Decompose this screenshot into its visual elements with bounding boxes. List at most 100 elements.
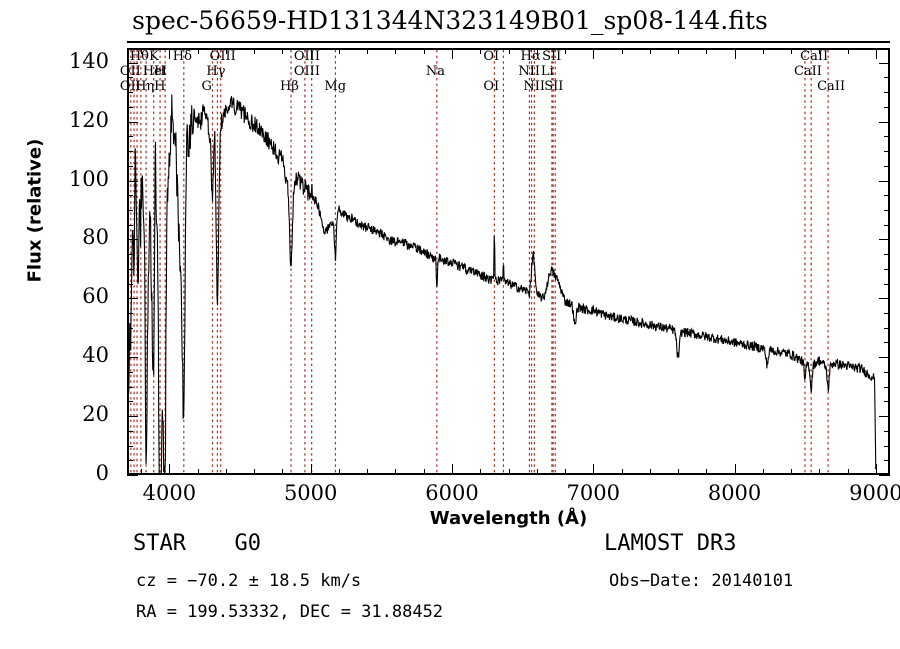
y-tick-label: 40 — [82, 343, 109, 368]
axis-tick — [127, 77, 133, 79]
x-tick-label: 4000 — [142, 481, 197, 505]
axis-tick — [879, 62, 890, 64]
axis-tick — [127, 475, 138, 476]
y-tick-label: 60 — [82, 284, 109, 309]
axis-tick — [536, 469, 538, 475]
axis-tick — [884, 48, 890, 49]
axis-tick — [127, 430, 133, 432]
line-label: NII — [518, 64, 541, 79]
obs-date: Obs−Date: 20140101 — [609, 571, 794, 591]
axis-tick — [536, 48, 538, 54]
line-label: Hα — [520, 49, 541, 64]
axis-tick — [254, 48, 256, 54]
axis-tick — [884, 195, 890, 197]
axis-tick — [819, 48, 821, 54]
axis-tick — [879, 357, 890, 359]
line-label: OIII — [209, 49, 236, 64]
axis-tick — [706, 469, 708, 475]
axis-tick — [127, 92, 133, 94]
axis-tick — [762, 469, 764, 475]
axis-tick — [847, 469, 849, 475]
axis-tick — [884, 165, 890, 167]
axis-tick — [127, 298, 138, 300]
plot-area[interactable] — [127, 48, 890, 475]
axis-tick — [884, 136, 890, 138]
axis-tick — [127, 106, 133, 108]
axis-tick — [127, 151, 133, 153]
axis-tick — [884, 92, 890, 94]
axis-tick — [621, 469, 623, 475]
line-label: SII — [544, 79, 564, 94]
x-axis-title: Wavelength (Å) — [429, 508, 588, 529]
y-tick-label: 20 — [82, 402, 109, 427]
axis-tick — [884, 224, 890, 226]
axis-tick — [565, 469, 567, 475]
axis-tick — [884, 254, 890, 256]
axis-tick — [127, 62, 138, 64]
axis-tick — [819, 469, 821, 475]
axis-tick — [884, 445, 890, 447]
axis-tick — [879, 180, 890, 182]
line-label: OI — [483, 79, 500, 94]
axis-tick — [884, 283, 890, 285]
axis-tick — [879, 475, 890, 476]
axis-tick — [338, 469, 340, 475]
axis-tick — [884, 151, 890, 153]
x-tick-label: 6000 — [425, 481, 479, 505]
line-label: Hη — [135, 79, 155, 94]
axis-tick — [480, 469, 482, 475]
axis-tick — [451, 464, 453, 475]
axis-tick — [451, 48, 453, 59]
line-label: OII — [119, 79, 141, 94]
axis-tick — [282, 48, 284, 54]
axis-tick — [395, 48, 397, 54]
line-label: OII — [119, 64, 141, 79]
cz-value: cz = −70.2 ± 18.5 km/s — [136, 571, 362, 591]
axis-tick — [884, 268, 890, 270]
axis-tick — [879, 121, 890, 123]
axis-tick — [879, 416, 890, 418]
line-label: K — [149, 49, 159, 64]
line-label: H — [154, 64, 166, 79]
x-tick-label: 7000 — [566, 481, 620, 505]
line-label: Hδ — [172, 49, 192, 64]
axis-tick — [791, 469, 793, 475]
line-label: Hβ — [280, 79, 299, 94]
axis-tick — [593, 464, 595, 475]
axis-tick — [423, 48, 425, 54]
axis-tick — [649, 48, 651, 54]
y-tick-label: 80 — [82, 225, 109, 250]
line-label: OIII — [293, 64, 320, 79]
axis-tick — [169, 48, 171, 59]
line-label: H — [154, 79, 166, 94]
axis-tick — [338, 48, 340, 54]
axis-tick — [127, 445, 133, 447]
axis-tick — [884, 386, 890, 388]
axis-tick — [127, 460, 133, 462]
x-tick-label: 5000 — [283, 481, 338, 505]
axis-tick — [225, 48, 227, 54]
axis-tick — [395, 469, 397, 475]
axis-tick — [127, 209, 133, 211]
y-axis-title: Flux (relative) — [24, 138, 46, 283]
axis-tick — [621, 48, 623, 54]
axis-tick — [127, 224, 133, 226]
line-label: HeI — [142, 64, 167, 79]
line-label: Hγ — [206, 64, 226, 79]
object-class: STAR — [133, 531, 186, 556]
axis-tick — [875, 464, 877, 475]
line-label: CaII — [793, 64, 822, 79]
axis-tick — [127, 180, 138, 182]
axis-tick — [127, 239, 138, 241]
axis-tick — [879, 239, 890, 241]
plot-canvas — [129, 50, 888, 473]
axis-tick — [169, 464, 171, 475]
axis-tick — [127, 401, 133, 403]
axis-tick — [127, 195, 133, 197]
axis-tick — [678, 48, 680, 54]
axis-tick — [875, 48, 877, 59]
axis-tick — [884, 77, 890, 79]
axis-tick — [127, 254, 133, 256]
axis-tick — [508, 469, 510, 475]
axis-tick — [225, 469, 227, 475]
